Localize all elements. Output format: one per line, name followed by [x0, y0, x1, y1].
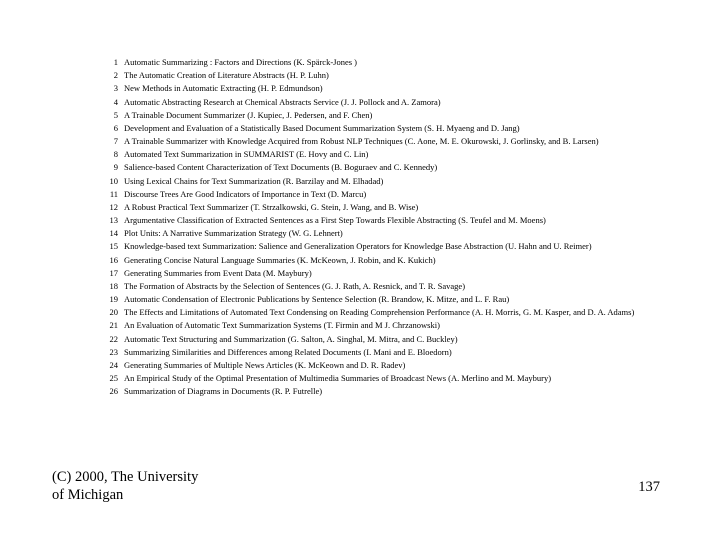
list-item-text: New Methods in Automatic Extracting (H. …	[124, 82, 700, 95]
list-item: 22Automatic Text Structuring and Summari…	[100, 333, 700, 346]
list-item-number: 1	[100, 56, 124, 69]
list-item-number: 15	[100, 240, 124, 253]
list-item: 20The Effects and Limitations of Automat…	[100, 306, 700, 319]
page-number: 137	[638, 479, 660, 496]
list-item: 15Knowledge-based text Summarization: Sa…	[100, 240, 700, 253]
list-item: 16Generating Concise Natural Language Su…	[100, 254, 700, 267]
list-item-text: The Automatic Creation of Literature Abs…	[124, 69, 700, 82]
list-item: 14Plot Units: A Narrative Summarization …	[100, 227, 700, 240]
list-item-text: Argumentative Classification of Extracte…	[124, 214, 700, 227]
list-item-number: 16	[100, 254, 124, 267]
list-item-text: A Trainable Document Summarizer (J. Kupi…	[124, 109, 700, 122]
list-item: 1Automatic Summarizing : Factors and Dir…	[100, 56, 700, 69]
list-item-text: Development and Evaluation of a Statisti…	[124, 122, 700, 135]
list-item-text: Automated Text Summarization in SUMMARIS…	[124, 148, 700, 161]
list-item: 5A Trainable Document Summarizer (J. Kup…	[100, 109, 700, 122]
list-item: 23Summarizing Similarities and Differenc…	[100, 346, 700, 359]
list-item-number: 4	[100, 96, 124, 109]
list-item-text: Generating Summaries from Event Data (M.…	[124, 267, 700, 280]
list-item-number: 22	[100, 333, 124, 346]
list-item-number: 13	[100, 214, 124, 227]
list-item: 3New Methods in Automatic Extracting (H.…	[100, 82, 700, 95]
list-item-number: 18	[100, 280, 124, 293]
list-item-text: Generating Concise Natural Language Summ…	[124, 254, 700, 267]
list-item-number: 14	[100, 227, 124, 240]
list-item-text: The Formation of Abstracts by the Select…	[124, 280, 700, 293]
list-item: 21An Evaluation of Automatic Text Summar…	[100, 319, 700, 332]
list-item-number: 7	[100, 135, 124, 148]
footer-line-2: of Michigan	[52, 486, 198, 504]
list-item-text: A Robust Practical Text Summarizer (T. S…	[124, 201, 700, 214]
list-item-text: An Empirical Study of the Optimal Presen…	[124, 372, 700, 385]
list-item-text: Summarization of Diagrams in Documents (…	[124, 385, 700, 398]
list-item-text: Automatic Summarizing : Factors and Dire…	[124, 56, 700, 69]
list-item-text: Plot Units: A Narrative Summarization St…	[124, 227, 700, 240]
list-item: 24Generating Summaries of Multiple News …	[100, 359, 700, 372]
list-item-number: 20	[100, 306, 124, 319]
list-item-text: Automatic Condensation of Electronic Pub…	[124, 293, 700, 306]
list-item-number: 17	[100, 267, 124, 280]
list-item-number: 9	[100, 161, 124, 174]
list-item-number: 5	[100, 109, 124, 122]
list-item: 2The Automatic Creation of Literature Ab…	[100, 69, 700, 82]
list-item-text: An Evaluation of Automatic Text Summariz…	[124, 319, 700, 332]
list-item-text: Generating Summaries of Multiple News Ar…	[124, 359, 700, 372]
list-item: 17Generating Summaries from Event Data (…	[100, 267, 700, 280]
list-item-number: 11	[100, 188, 124, 201]
list-item-text: The Effects and Limitations of Automated…	[124, 306, 700, 319]
list-item: 12A Robust Practical Text Summarizer (T.…	[100, 201, 700, 214]
list-item: 9Salience-based Content Characterization…	[100, 161, 700, 174]
list-item-number: 25	[100, 372, 124, 385]
list-item-number: 2	[100, 69, 124, 82]
list-item-text: A Trainable Summarizer with Knowledge Ac…	[124, 135, 700, 148]
list-item-number: 12	[100, 201, 124, 214]
list-item: 6Development and Evaluation of a Statist…	[100, 122, 700, 135]
list-item: 8Automated Text Summarization in SUMMARI…	[100, 148, 700, 161]
list-item-text: Using Lexical Chains for Text Summarizat…	[124, 175, 700, 188]
list-item: 25An Empirical Study of the Optimal Pres…	[100, 372, 700, 385]
list-item-number: 8	[100, 148, 124, 161]
list-item-text: Automatic Abstracting Research at Chemic…	[124, 96, 700, 109]
footer-line-1: (C) 2000, The University	[52, 468, 198, 486]
list-item: 26Summarization of Diagrams in Documents…	[100, 385, 700, 398]
list-item-number: 10	[100, 175, 124, 188]
footer-copyright: (C) 2000, The University of Michigan	[52, 468, 198, 504]
list-item-text: Summarizing Similarities and Differences…	[124, 346, 700, 359]
list-item-text: Discourse Trees Are Good Indicators of I…	[124, 188, 700, 201]
list-item: 19Automatic Condensation of Electronic P…	[100, 293, 700, 306]
list-item-number: 26	[100, 385, 124, 398]
list-item-text: Knowledge-based text Summarization: Sali…	[124, 240, 700, 253]
list-item-number: 3	[100, 82, 124, 95]
list-item-number: 23	[100, 346, 124, 359]
list-item-number: 6	[100, 122, 124, 135]
list-item-text: Salience-based Content Characterization …	[124, 161, 700, 174]
list-item: 7A Trainable Summarizer with Knowledge A…	[100, 135, 700, 148]
reference-list: 1Automatic Summarizing : Factors and Dir…	[100, 56, 700, 398]
list-item: 11Discourse Trees Are Good Indicators of…	[100, 188, 700, 201]
list-item-number: 21	[100, 319, 124, 332]
list-item: 13Argumentative Classification of Extrac…	[100, 214, 700, 227]
list-item: 4Automatic Abstracting Research at Chemi…	[100, 96, 700, 109]
list-item: 10Using Lexical Chains for Text Summariz…	[100, 175, 700, 188]
list-item-number: 24	[100, 359, 124, 372]
list-item-text: Automatic Text Structuring and Summariza…	[124, 333, 700, 346]
list-item-number: 19	[100, 293, 124, 306]
list-item: 18The Formation of Abstracts by the Sele…	[100, 280, 700, 293]
page: 1Automatic Summarizing : Factors and Dir…	[0, 0, 720, 540]
